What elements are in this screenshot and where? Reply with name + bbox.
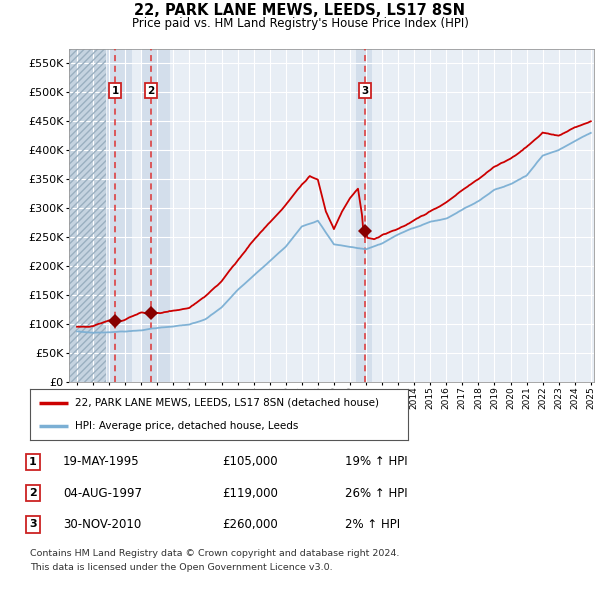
Text: 19% ↑ HPI: 19% ↑ HPI	[345, 455, 407, 468]
Text: 3: 3	[29, 519, 37, 529]
Text: 04-AUG-1997: 04-AUG-1997	[63, 487, 142, 500]
Text: 22, PARK LANE MEWS, LEEDS, LS17 8SN (detached house): 22, PARK LANE MEWS, LEEDS, LS17 8SN (det…	[76, 398, 379, 408]
Bar	[141, 49, 170, 382]
Text: 22, PARK LANE MEWS, LEEDS, LS17 8SN: 22, PARK LANE MEWS, LEEDS, LS17 8SN	[134, 3, 466, 18]
Text: HPI: Average price, detached house, Leeds: HPI: Average price, detached house, Leed…	[76, 421, 299, 431]
Text: 3: 3	[361, 86, 368, 96]
Text: £105,000: £105,000	[222, 455, 278, 468]
Text: 2: 2	[147, 86, 154, 96]
Bar	[67, 49, 106, 382]
Text: 1: 1	[112, 86, 119, 96]
Text: 19-MAY-1995: 19-MAY-1995	[63, 455, 140, 468]
Text: Price paid vs. HM Land Registry's House Price Index (HPI): Price paid vs. HM Land Registry's House …	[131, 17, 469, 30]
Text: 30-NOV-2010: 30-NOV-2010	[63, 518, 141, 531]
Text: £119,000: £119,000	[222, 487, 278, 500]
Text: This data is licensed under the Open Government Licence v3.0.: This data is licensed under the Open Gov…	[30, 563, 332, 572]
Bar	[67, 49, 106, 382]
Text: £260,000: £260,000	[222, 518, 278, 531]
Text: 26% ↑ HPI: 26% ↑ HPI	[345, 487, 407, 500]
Bar	[356, 49, 373, 382]
Text: 2% ↑ HPI: 2% ↑ HPI	[345, 518, 400, 531]
Bar	[107, 49, 131, 382]
Text: 1: 1	[29, 457, 37, 467]
Text: Contains HM Land Registry data © Crown copyright and database right 2024.: Contains HM Land Registry data © Crown c…	[30, 549, 400, 558]
Text: 2: 2	[29, 488, 37, 498]
